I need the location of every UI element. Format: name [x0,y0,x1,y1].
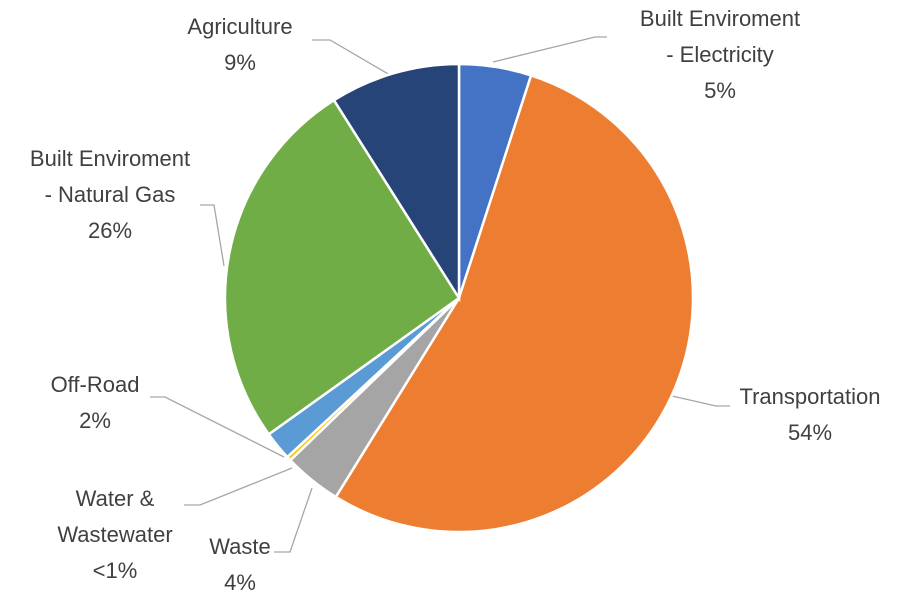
value-label: 54% [787,420,833,445]
pie-slice [332,62,461,303]
value-label: <1% [92,558,138,583]
category-label: Agriculture [187,14,293,39]
data-label: Agriculture 9% [187,9,292,81]
data-label: Water & Wastewater <1% [57,481,172,589]
leader-line [200,204,225,267]
data-label: Built Enviroment - Natural Gas 26% [30,141,190,249]
category-label: Built Enviroment - Natural Gas [29,146,191,207]
data-label: Built Enviroment - Electricity 5% [640,1,800,109]
leader-lines [150,36,730,553]
value-label: 9% [224,50,256,75]
leader-line [492,36,607,63]
leader-line [274,487,313,553]
pie-slice [223,98,461,437]
data-label: Waste 4% [209,529,271,601]
pie-slice [334,73,695,534]
category-label: Transportation [739,384,881,409]
leader-line [184,467,293,506]
value-label: 5% [704,78,736,103]
category-label: Water & Wastewater [57,486,173,547]
value-label: 4% [224,570,256,595]
category-label: Off-Road [50,372,140,397]
value-label: 26% [87,218,133,243]
category-label: Built Enviroment - Electricity [639,6,801,67]
value-label: 2% [79,408,111,433]
leader-line [150,396,285,458]
data-label: Off-Road 2% [51,367,140,439]
data-label: Transportation 54% [739,379,880,451]
leader-line [671,395,730,407]
category-label: Waste [209,534,271,559]
leader-line [312,39,391,76]
